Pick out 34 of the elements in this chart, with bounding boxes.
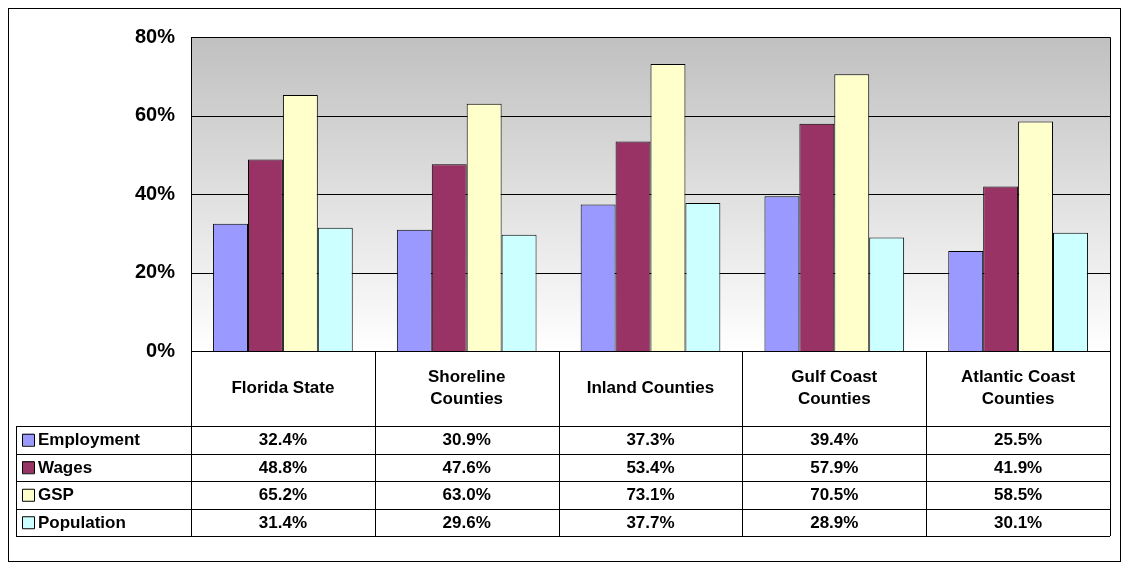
data-label: 70.5% bbox=[810, 485, 859, 505]
data-label: 30.1% bbox=[994, 512, 1043, 532]
data-label: 31.4% bbox=[258, 512, 307, 532]
data-label: 63.0% bbox=[442, 485, 491, 505]
data-label: 30.9% bbox=[442, 430, 491, 450]
legend-label: Population bbox=[38, 512, 126, 532]
y-tick-label: 60% bbox=[134, 103, 176, 126]
data-label: 39.4% bbox=[810, 430, 859, 450]
y-tick-label: 40% bbox=[134, 181, 176, 204]
data-label: 29.6% bbox=[442, 512, 491, 532]
data-label: 73.1% bbox=[626, 485, 675, 505]
x-tick-label: Atlantic Coast Counties bbox=[960, 367, 1076, 409]
data-label: 58.5% bbox=[994, 485, 1043, 505]
x-tick-label: Florida State bbox=[231, 378, 335, 398]
x-tick-label: Inland Counties bbox=[586, 378, 715, 398]
data-label: 32.4% bbox=[258, 430, 307, 450]
y-tick-label: 20% bbox=[134, 260, 176, 283]
data-label: 41.9% bbox=[994, 457, 1043, 477]
legend-label: GSP bbox=[38, 485, 74, 505]
data-label: 28.9% bbox=[810, 512, 859, 532]
x-tick-label: Gulf Coast Counties bbox=[791, 367, 878, 409]
data-label: 37.3% bbox=[626, 430, 675, 450]
data-label: 65.2% bbox=[258, 485, 307, 505]
data-label: 53.4% bbox=[626, 457, 675, 477]
data-label: 37.7% bbox=[626, 512, 675, 532]
data-label: 48.8% bbox=[258, 457, 307, 477]
legend-label: Wages bbox=[38, 457, 93, 477]
x-tick-label: Shoreline Counties bbox=[427, 367, 506, 409]
y-tick-label: 0% bbox=[146, 338, 176, 361]
data-label: 57.9% bbox=[810, 457, 859, 477]
y-tick-label: 80% bbox=[134, 24, 176, 47]
legend-label: Employment bbox=[38, 430, 141, 450]
data-label: 25.5% bbox=[994, 430, 1043, 450]
data-label: 47.6% bbox=[442, 457, 491, 477]
